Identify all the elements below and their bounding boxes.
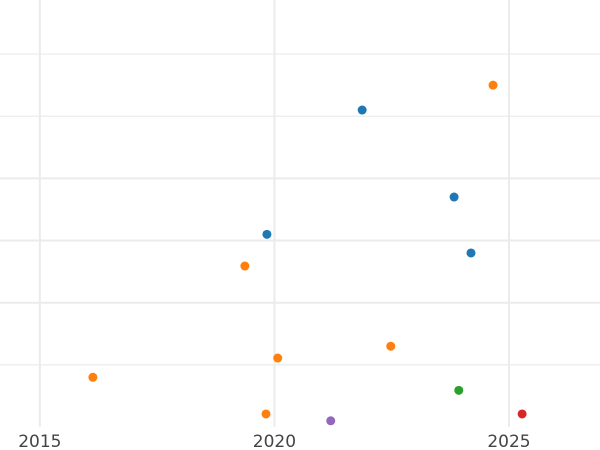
data-point (240, 261, 250, 271)
data-point (454, 385, 464, 395)
data-points (88, 80, 527, 426)
data-point (449, 192, 459, 202)
x-tick-label: 2025 (487, 432, 530, 450)
data-point (261, 409, 271, 419)
x-tick-label: 2015 (18, 432, 61, 450)
data-point (88, 372, 98, 382)
x-tick-label: 2020 (253, 432, 296, 450)
data-point (517, 409, 527, 419)
data-point (466, 248, 476, 258)
data-point (386, 341, 396, 351)
x-tick-labels: 2015 2020 2025 (18, 432, 530, 450)
data-point (262, 229, 272, 239)
data-point (488, 80, 498, 90)
data-point (326, 416, 336, 426)
data-point (357, 105, 367, 115)
gridlines (0, 0, 600, 427)
data-point (273, 353, 283, 363)
